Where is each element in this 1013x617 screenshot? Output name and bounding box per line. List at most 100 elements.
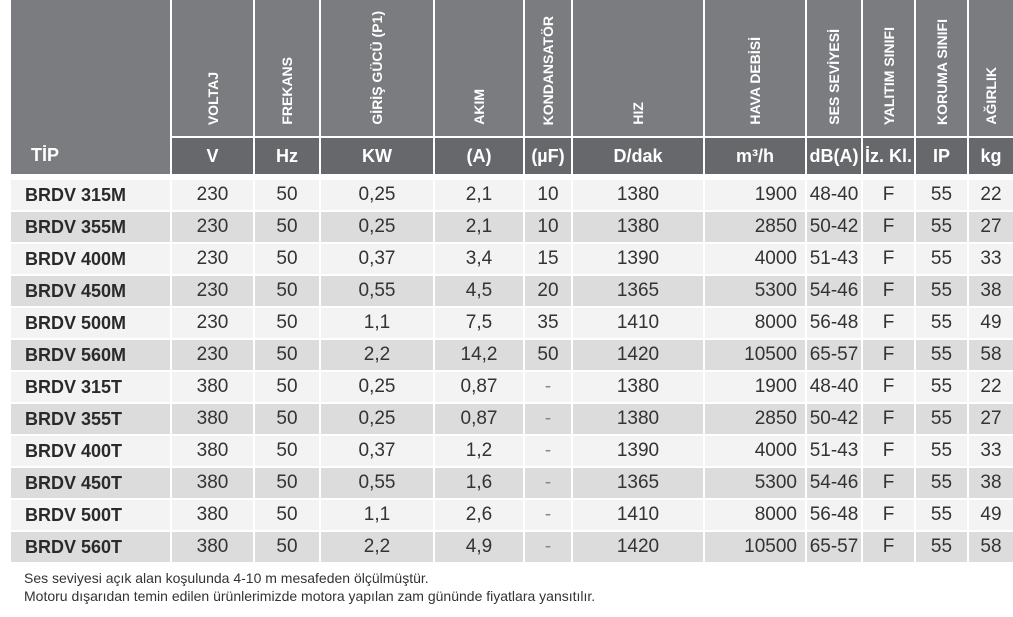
header-unit-ses-seviyesi: dB(A)	[806, 136, 863, 174]
cell-hava-debisi: 2850	[704, 403, 807, 436]
cell-agirlik: 49	[968, 307, 1013, 340]
cell-hiz: 1380	[572, 180, 705, 212]
cell-tip: BRDV 315M	[11, 180, 172, 212]
cell-akim: 7,5	[434, 307, 525, 340]
cell-agirlik: 22	[968, 371, 1013, 404]
cell-giris-gucu: 0,25	[320, 211, 435, 244]
header-name-hiz: HIZ	[572, 0, 705, 137]
cell-frekans: 50	[254, 307, 321, 340]
header-label: YALITIM SINIFI	[880, 26, 897, 125]
cell-yalitim-sinifi: F	[862, 531, 916, 564]
cell-akim: 14,2	[434, 339, 525, 372]
cell-giris-gucu: 0,25	[320, 403, 435, 436]
cell-ses-seviyesi: 56-48	[806, 307, 863, 340]
header-unit-hava-debisi: m³/h	[704, 136, 807, 174]
cell-voltaj: 380	[171, 467, 255, 500]
cell-ses-seviyesi: 50-42	[806, 403, 863, 436]
cell-tip: BRDV 450M	[11, 275, 172, 308]
cell-tip: BRDV 355M	[11, 211, 172, 244]
cell-hava-debisi: 5300	[704, 467, 807, 500]
cell-voltaj: 380	[171, 371, 255, 404]
cell-yalitim-sinifi: F	[862, 403, 916, 436]
cell-hava-debisi: 5300	[704, 275, 807, 308]
cell-voltaj: 230	[171, 180, 255, 212]
cell-tip: BRDV 315T	[11, 371, 172, 404]
cell-yalitim-sinifi: F	[862, 339, 916, 372]
header-label: HAVA DEBİSİ	[747, 37, 763, 125]
cell-hiz: 1420	[572, 339, 705, 372]
cell-hava-debisi: 4000	[704, 435, 807, 468]
cell-giris-gucu: 0,25	[320, 371, 435, 404]
header-unit-tip: TİP	[11, 137, 172, 174]
cell-akim: 4,9	[434, 531, 525, 564]
cell-kondansator: 50	[524, 339, 573, 372]
cell-hava-debisi: 8000	[704, 499, 807, 532]
cell-agirlik: 22	[968, 180, 1013, 212]
cell-akim: 2,1	[434, 211, 525, 244]
cell-akim: 1,2	[434, 435, 525, 468]
cell-kondansator: 10	[524, 211, 573, 244]
cell-voltaj: 380	[171, 531, 255, 564]
table-row: BRDV 560M 230 50 2,2 14,2 50 1420 10500 65-57 F 55…	[11, 339, 1013, 372]
cell-frekans: 50	[254, 435, 321, 468]
cell-akim: 0,87	[434, 403, 525, 436]
cell-hiz: 1390	[572, 243, 705, 276]
header-unit-voltaj: V	[171, 136, 255, 174]
cell-agirlik: 58	[968, 531, 1013, 564]
cell-giris-gucu: 1,1	[320, 307, 435, 340]
cell-giris-gucu: 0,55	[320, 275, 435, 308]
table-row: BRDV 315M 230 50 0,25 2,1 10 1380 1900 48-40 F 55 2…	[11, 180, 1013, 212]
cell-kondansator: -	[524, 403, 573, 436]
cell-hiz: 1380	[572, 371, 705, 404]
cell-giris-gucu: 0,37	[320, 435, 435, 468]
cell-yalitim-sinifi: F	[862, 211, 916, 244]
header-unit-akim: (A)	[434, 136, 525, 174]
cell-frekans: 50	[254, 339, 321, 372]
cell-koruma-sinifi: 55	[915, 180, 969, 212]
cell-ses-seviyesi: 48-40	[806, 180, 863, 212]
cell-akim: 3,4	[434, 243, 525, 276]
cell-yalitim-sinifi: F	[862, 371, 916, 404]
cell-hiz: 1365	[572, 275, 705, 308]
cell-agirlik: 38	[968, 275, 1013, 308]
cell-hava-debisi: 10500	[704, 339, 807, 372]
cell-yalitim-sinifi: F	[862, 307, 916, 340]
cell-koruma-sinifi: 55	[915, 467, 969, 500]
header-label: FREKANS	[279, 57, 295, 125]
cell-voltaj: 380	[171, 499, 255, 532]
cell-frekans: 50	[254, 275, 321, 308]
cell-koruma-sinifi: 55	[915, 243, 969, 276]
cell-voltaj: 380	[171, 435, 255, 468]
table-row: BRDV 500T 380 50 1,1 2,6-1410 8000 56-48 F 55 49	[11, 499, 1013, 532]
header-label: HIZ	[630, 102, 646, 125]
spec-table: VOLTAJ FREKANS GİRİŞ GÜCÜ (P1) AKIM KOND…	[11, 0, 1013, 564]
cell-agirlik: 33	[968, 435, 1013, 468]
header-name-koruma-sinifi: KORUMA SINIFI	[915, 0, 969, 137]
header-name-tip	[11, 0, 172, 137]
cell-yalitim-sinifi: F	[862, 435, 916, 468]
header-name-ses-seviyesi: SES SEVİYESİ	[806, 0, 863, 137]
cell-agirlik: 49	[968, 499, 1013, 532]
table-row: BRDV 400M 230 50 0,37 3,4 15 1390 4000 51-43 F 55 3…	[11, 243, 1013, 276]
cell-koruma-sinifi: 55	[915, 531, 969, 564]
cell-frekans: 50	[254, 499, 321, 532]
header-name-agirlik: AĞIRLIK	[968, 0, 1013, 137]
cell-tip: BRDV 500T	[11, 499, 172, 532]
header-name-hava-debisi: HAVA DEBİSİ	[704, 0, 807, 137]
cell-koruma-sinifi: 55	[915, 275, 969, 308]
cell-kondansator: 35	[524, 307, 573, 340]
header-unit-frekans: Hz	[254, 136, 321, 174]
cell-frekans: 50	[254, 211, 321, 244]
cell-yalitim-sinifi: F	[862, 499, 916, 532]
cell-yalitim-sinifi: F	[862, 275, 916, 308]
cell-hava-debisi: 10500	[704, 531, 807, 564]
header-label: SES SEVİYESİ	[826, 29, 842, 125]
cell-ses-seviyesi: 65-57	[806, 531, 863, 564]
cell-agirlik: 27	[968, 211, 1013, 244]
cell-voltaj: 230	[171, 243, 255, 276]
cell-koruma-sinifi: 55	[915, 403, 969, 436]
cell-kondansator: -	[524, 531, 573, 564]
cell-hava-debisi: 2850	[704, 211, 807, 244]
cell-yalitim-sinifi: F	[862, 180, 916, 212]
cell-voltaj: 230	[171, 211, 255, 244]
